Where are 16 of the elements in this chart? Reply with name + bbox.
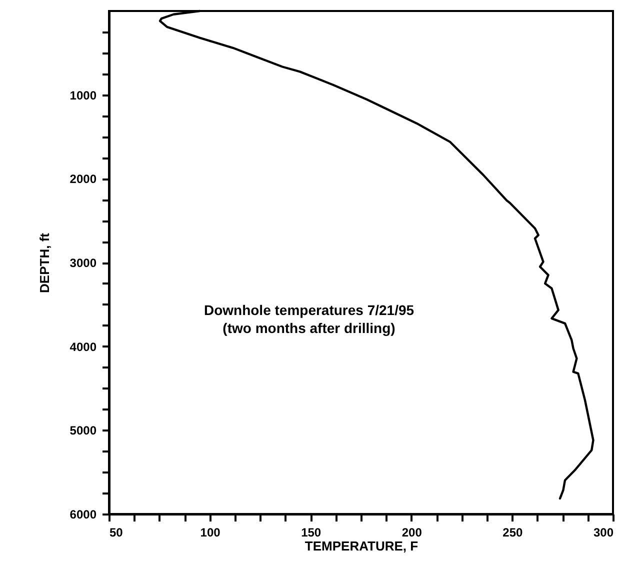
y-tick-label: 6000 xyxy=(70,508,97,522)
x-tick-label: 100 xyxy=(200,526,221,540)
x-tick-label: 150 xyxy=(301,526,322,540)
x-tick-label: 50 xyxy=(110,526,124,540)
y-tick-label: 2000 xyxy=(70,172,97,186)
annotation: Downhole temperatures 7/21/95 xyxy=(204,302,414,318)
x-axis-title: TEMPERATURE, F xyxy=(304,538,418,554)
y-axis-title: DEPTH, ft xyxy=(36,232,52,293)
x-tick-label: 250 xyxy=(502,526,524,540)
y-tick-label: 1000 xyxy=(70,88,97,102)
x-tick-label: 200 xyxy=(402,526,422,540)
y-tick-label: 4000 xyxy=(70,340,97,354)
y-tick-label: 5000 xyxy=(70,424,97,438)
x-tick-label: 300 xyxy=(593,526,614,540)
y-tick-label: 3000 xyxy=(70,256,97,270)
annotation: (two months after drilling) xyxy=(222,320,396,336)
